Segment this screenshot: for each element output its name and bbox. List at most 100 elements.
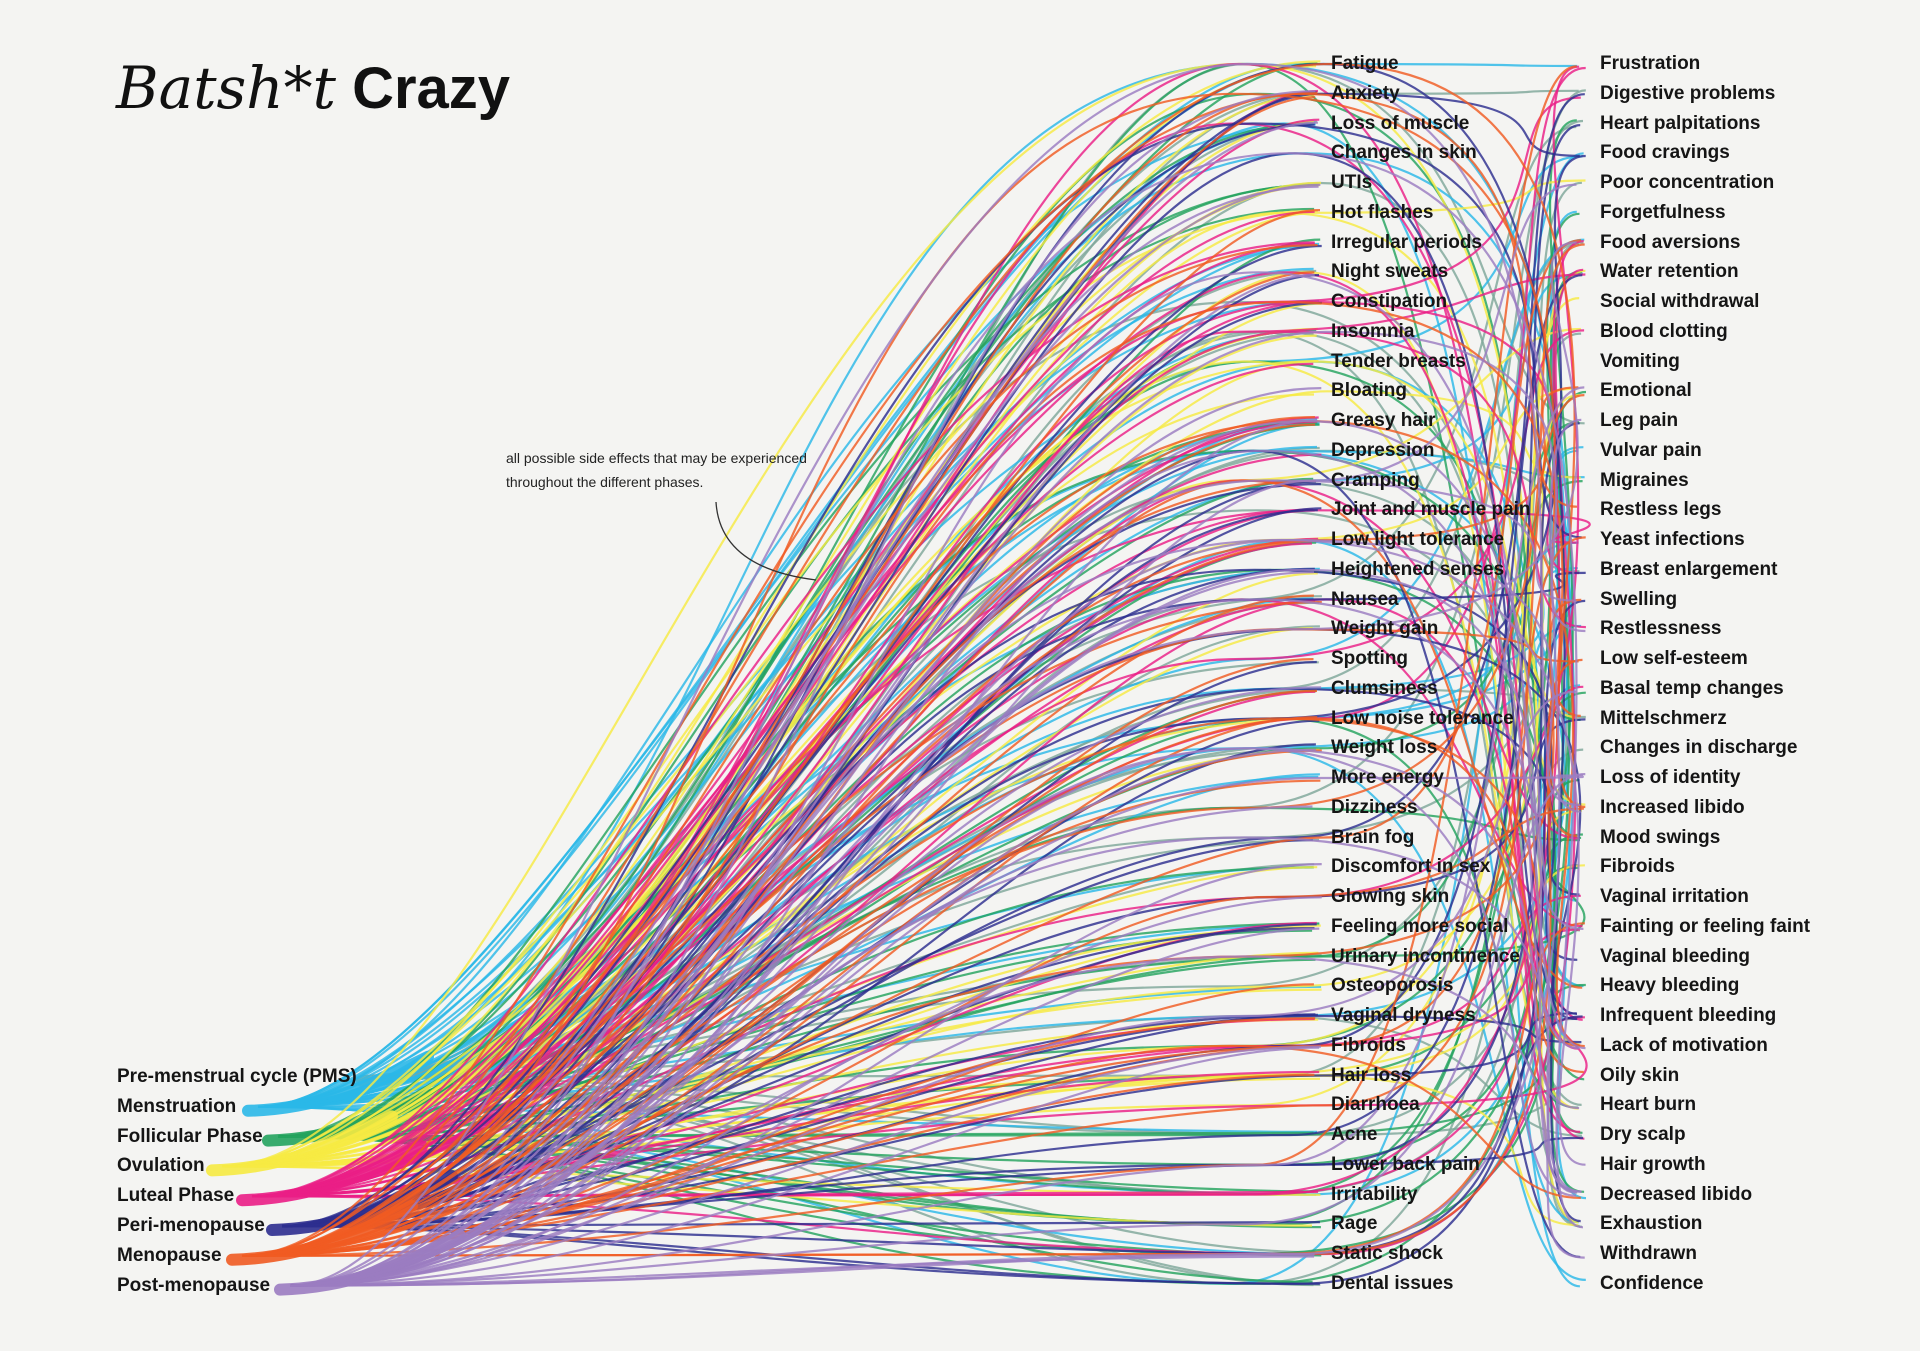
symptom-label: Constipation bbox=[1331, 291, 1448, 312]
phase-symptom-link bbox=[241, 689, 1318, 1257]
symptom-label: Restless legs bbox=[1600, 499, 1722, 521]
phase-symptom-link bbox=[257, 242, 1320, 1108]
title-bold: Crazy bbox=[352, 56, 511, 121]
phase-symptom-link bbox=[289, 241, 1579, 1287]
symptom-label: Withdrawn bbox=[1600, 1243, 1697, 1264]
symptom-label: Migraines bbox=[1600, 469, 1689, 491]
phase-symptom-link bbox=[289, 449, 1580, 1287]
symptom-label: Bloating bbox=[1331, 380, 1407, 402]
phase-symptom-link bbox=[257, 597, 1314, 1108]
symptom-label: More energy bbox=[1331, 767, 1444, 788]
symptom-label: Fibroids bbox=[1331, 1034, 1406, 1056]
symptom-label: Food cravings bbox=[1600, 142, 1730, 164]
phase-label: Post-menopause bbox=[117, 1274, 271, 1296]
phase-symptom-link bbox=[289, 386, 1585, 1287]
symptom-label: Dental issues bbox=[1331, 1272, 1454, 1294]
phase-symptom-link bbox=[241, 1044, 1581, 1257]
phase-symptom-link bbox=[251, 118, 1320, 1198]
phase-symptom-link bbox=[241, 62, 1586, 1257]
symptom-label: Cramping bbox=[1331, 469, 1420, 491]
symptom-label: Fibroids bbox=[1600, 856, 1675, 878]
phase-symptom-link bbox=[241, 779, 1321, 1257]
phase-symptom-link bbox=[289, 121, 1318, 1287]
phase-label: Follicular Phase bbox=[117, 1125, 263, 1147]
symptom-label: Restlessness bbox=[1600, 618, 1722, 640]
phase-label: Pre-menstrual cycle (PMS) bbox=[117, 1066, 357, 1087]
symptom-label: Forgetfulness bbox=[1600, 201, 1726, 223]
symptom-label: Weight gain bbox=[1331, 618, 1439, 640]
phase-symptom-link bbox=[251, 241, 1315, 1198]
symptom-label: Hair growth bbox=[1600, 1153, 1706, 1175]
symptom-label: Anxiety bbox=[1331, 82, 1400, 104]
symptom-label: Changes in skin bbox=[1331, 142, 1477, 164]
phase-symptom-link bbox=[281, 92, 1580, 1228]
symptom-label: Feeling more social bbox=[1331, 915, 1509, 937]
symptom-label: Rage bbox=[1331, 1213, 1378, 1235]
symptom-label: Water retention bbox=[1600, 261, 1739, 283]
phase-symptom-link bbox=[221, 65, 1317, 1168]
phase-label: Ovulation bbox=[117, 1155, 205, 1177]
phase-symptom-link bbox=[241, 479, 1583, 1257]
phase-symptom-link bbox=[289, 690, 1577, 1287]
symptom-label: Depression bbox=[1331, 439, 1435, 461]
symptom-label: Hair loss bbox=[1331, 1064, 1412, 1086]
phase-symptom-link bbox=[281, 483, 1321, 1228]
symptom-label: Increased libido bbox=[1600, 796, 1745, 818]
phase-symptom-link bbox=[289, 538, 1586, 1287]
symptom-label: Lower back pain bbox=[1331, 1153, 1480, 1175]
phase-symptom-link bbox=[289, 927, 1320, 1287]
phase-symptom-link bbox=[289, 896, 1322, 1287]
symptom-label: Food aversions bbox=[1600, 231, 1741, 253]
phase-label: Menstruation bbox=[117, 1095, 237, 1117]
phase-symptom-link bbox=[289, 387, 1322, 1287]
phase-label: Luteal Phase bbox=[117, 1185, 235, 1207]
phase-symptom-link bbox=[281, 152, 1578, 1228]
phase-symptom-link bbox=[289, 418, 1582, 1287]
symptom-label: Fainting or feeling faint bbox=[1600, 915, 1811, 937]
symptom-label: Vaginal dryness bbox=[1331, 1005, 1476, 1026]
phase-symptom-link bbox=[289, 152, 1584, 1287]
phase-symptom-link bbox=[221, 302, 1322, 1168]
phase-label: Peri-menopause bbox=[117, 1215, 265, 1236]
symptom-label: UTIs bbox=[1331, 172, 1373, 193]
phase-symptom-link bbox=[289, 273, 1315, 1287]
phase-symptom-link bbox=[289, 1046, 1320, 1287]
symptom-label: Emotional bbox=[1600, 380, 1692, 402]
symptom-label: Vaginal irritation bbox=[1600, 886, 1749, 907]
phase-symptom-link bbox=[289, 479, 1577, 1287]
symptom-label: Clumsiness bbox=[1331, 677, 1438, 699]
symptom-label: Lack of motivation bbox=[1600, 1034, 1768, 1056]
phase-symptom-link bbox=[289, 955, 1585, 1287]
phase-symptom-link bbox=[281, 567, 1315, 1228]
symptom-label: Osteoporosis bbox=[1331, 975, 1454, 997]
symptom-label: Vulvar pain bbox=[1600, 439, 1702, 461]
symptom-label: Exhaustion bbox=[1600, 1213, 1703, 1235]
phase-symptom-link bbox=[241, 271, 1315, 1257]
symptom-label: Greasy hair bbox=[1331, 410, 1436, 431]
phase-symptom-link bbox=[289, 773, 1586, 1287]
phase-symptom-link bbox=[289, 568, 1584, 1287]
phase-symptom-link bbox=[289, 836, 1582, 1287]
phase-symptom-link bbox=[281, 122, 1582, 1228]
symptom-label: Infrequent bleeding bbox=[1600, 1005, 1777, 1026]
page-title: Batsh*t Crazy bbox=[116, 48, 510, 129]
symptom-label: Frustration bbox=[1600, 53, 1701, 74]
symptom-label: Tender breasts bbox=[1331, 350, 1466, 372]
phase-symptom-link bbox=[241, 300, 1578, 1257]
phase-symptom-link bbox=[289, 183, 1321, 1287]
phase-symptom-link bbox=[241, 209, 1321, 1257]
symptom-label: Acne bbox=[1331, 1124, 1378, 1145]
symptom-label: Oily skin bbox=[1600, 1064, 1680, 1086]
phase-symptom-link bbox=[289, 185, 1319, 1287]
symptom-label: Swelling bbox=[1600, 588, 1678, 610]
symptom-label: Loss of identity bbox=[1600, 767, 1741, 788]
symptom-label: Mittelschmerz bbox=[1600, 707, 1727, 729]
symptom-label: Confidence bbox=[1600, 1272, 1704, 1294]
symptom-label: Social withdrawal bbox=[1600, 291, 1760, 312]
phase-symptom-link bbox=[289, 686, 1322, 1287]
phase-symptom-link bbox=[289, 538, 1581, 1287]
symptom-label: Vomiting bbox=[1600, 350, 1680, 372]
phase-symptom-link bbox=[289, 330, 1586, 1287]
symptom-label: Spotting bbox=[1331, 648, 1409, 669]
symptom-label: Low light tolerance bbox=[1331, 529, 1505, 550]
